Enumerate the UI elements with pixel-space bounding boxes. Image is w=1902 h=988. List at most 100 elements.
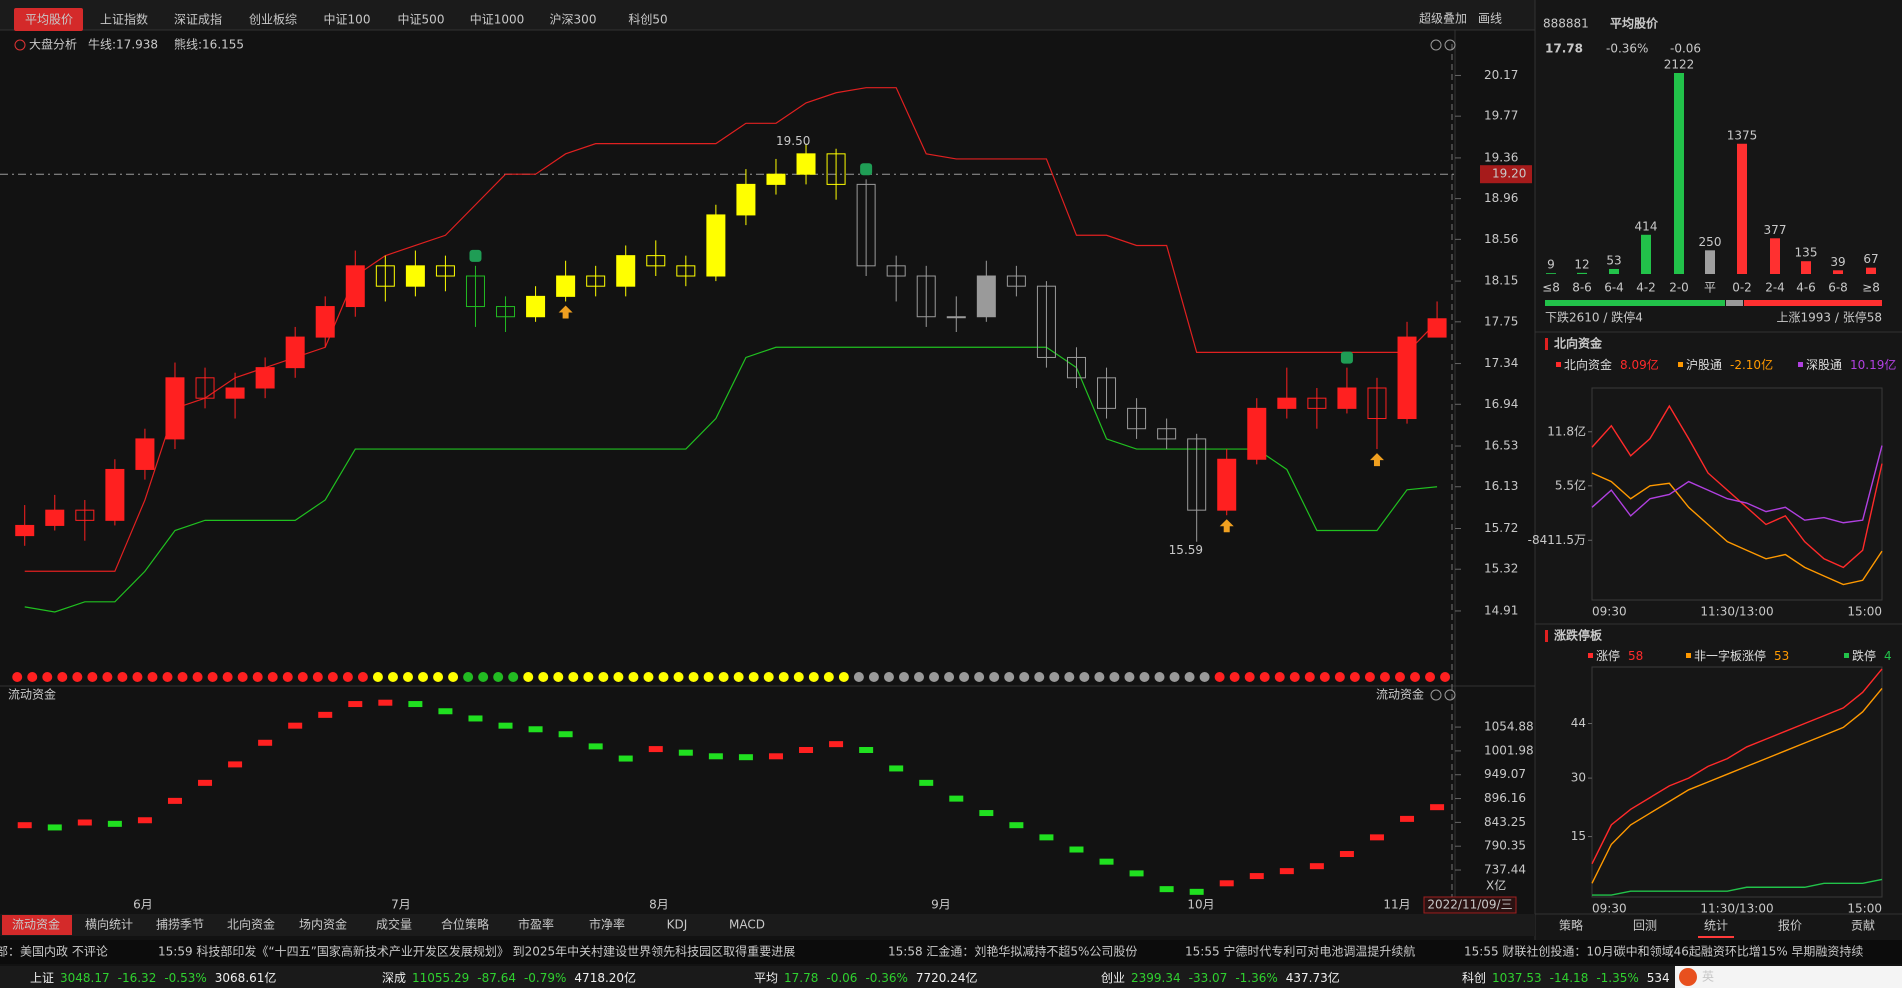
bottom-tab[interactable]: 北向资金 bbox=[227, 917, 275, 932]
status-dot bbox=[1049, 672, 1060, 682]
status-dot bbox=[1394, 672, 1405, 682]
bar bbox=[1609, 268, 1619, 274]
bottom-tab[interactable]: KDJ bbox=[667, 918, 688, 932]
tool-button[interactable]: 超级叠加 bbox=[1419, 11, 1467, 26]
candle-body bbox=[1397, 336, 1417, 420]
candle-body bbox=[1337, 387, 1357, 409]
bar-value: 39 bbox=[1830, 255, 1845, 269]
top-tab[interactable]: 中证1000 bbox=[470, 12, 525, 27]
top-tab[interactable]: 上证指数 bbox=[100, 12, 148, 27]
status-dot bbox=[1064, 672, 1075, 682]
help-icon bbox=[1444, 39, 1456, 51]
status-dot bbox=[959, 672, 970, 682]
buy-signal bbox=[1219, 519, 1234, 533]
y-tick-label: 18.56 bbox=[1484, 232, 1518, 246]
flow-unit: X亿 bbox=[1486, 878, 1506, 893]
bottom-tab[interactable]: 市净率 bbox=[589, 917, 625, 932]
tool-button[interactable]: 画线 bbox=[1478, 12, 1502, 26]
index-pct: -0.79% bbox=[524, 971, 566, 985]
top-tab[interactable]: 中证100 bbox=[324, 12, 371, 27]
status-dot bbox=[1364, 672, 1375, 682]
news-item[interactable]: 部：美国内政 不评论 bbox=[0, 944, 108, 959]
flow-mark bbox=[228, 761, 243, 768]
top-tab[interactable]: 沪深300 bbox=[550, 13, 597, 27]
bottom-tab[interactable]: 捕捞季节 bbox=[156, 917, 204, 932]
status-dot bbox=[132, 672, 143, 682]
bar-category: 0-2 bbox=[1732, 281, 1752, 295]
bottom-tab[interactable]: 合位策略 bbox=[441, 917, 489, 932]
flow-mark bbox=[889, 765, 904, 772]
y-tick-label: 19.77 bbox=[1484, 109, 1518, 123]
bottom-tab[interactable]: 流动资金 bbox=[12, 917, 60, 932]
news-item[interactable]: 15:58 汇金通：刘艳华拟减持不超5%公司股份 bbox=[888, 944, 1137, 959]
status-dot bbox=[207, 672, 218, 682]
legend-value: 4 bbox=[1884, 649, 1892, 663]
top-tab[interactable]: 中证500 bbox=[398, 12, 445, 27]
status-dot bbox=[478, 672, 489, 682]
sell-signal bbox=[1340, 351, 1353, 364]
indicator-name[interactable]: 大盘分析 bbox=[29, 37, 77, 52]
candle-body bbox=[285, 336, 305, 369]
top-tab[interactable]: 创业板综 bbox=[249, 13, 297, 27]
right-tab[interactable]: 贡献 bbox=[1851, 918, 1875, 933]
y-tick-label: 18.15 bbox=[1484, 274, 1518, 288]
news-item[interactable]: 15:55 宁德时代专利可对电池调温提升续航 bbox=[1185, 944, 1415, 959]
legend-value: 53 bbox=[1774, 649, 1789, 663]
news-item[interactable]: 15:55 财联社创投通：10月碳中和领域46起融资环比增15% 早期融资持续 bbox=[1464, 944, 1863, 959]
candle-body bbox=[766, 173, 786, 185]
candle-body bbox=[796, 153, 816, 175]
right-tab[interactable]: 统计 bbox=[1704, 919, 1728, 933]
top-tab[interactable]: 深证成指 bbox=[174, 12, 222, 27]
sell-signal bbox=[860, 163, 873, 176]
settings-icon bbox=[1430, 689, 1442, 701]
candle-body bbox=[1066, 356, 1086, 379]
series-line bbox=[1591, 445, 1883, 524]
bottom-tab[interactable]: 场内资金 bbox=[299, 917, 347, 932]
index-price: 2399.34 bbox=[1131, 971, 1181, 985]
right-tab[interactable]: 报价 bbox=[1778, 918, 1802, 933]
candle-body bbox=[1307, 397, 1327, 409]
bear-line-label: 熊线:16.155 bbox=[174, 37, 244, 52]
status-dot bbox=[1019, 672, 1030, 682]
news-item[interactable]: 15:59 科技部印发《“十四五”国家高新技术产业开发区发展规划》 到2025年… bbox=[158, 944, 795, 959]
rise-bar bbox=[1744, 300, 1882, 306]
legend-value: 58 bbox=[1628, 649, 1643, 663]
status-dot bbox=[883, 672, 894, 682]
legend-item: 涨停 58 bbox=[1596, 648, 1643, 663]
legend-name: 涨停 bbox=[1596, 648, 1620, 663]
legend-name: 北向资金 bbox=[1564, 357, 1612, 372]
y-tick-label: 17.75 bbox=[1484, 314, 1518, 328]
top-tab[interactable]: 科创50 bbox=[628, 13, 667, 27]
bottom-tab[interactable]: 横向统计 bbox=[85, 917, 133, 932]
right-tab[interactable]: 策略 bbox=[1559, 918, 1583, 933]
candle-body bbox=[225, 387, 245, 399]
bottom-tab[interactable]: MACD bbox=[729, 918, 765, 932]
status-dot bbox=[177, 672, 188, 682]
stock-pct: -0.36% bbox=[1606, 42, 1648, 56]
flow-mark bbox=[919, 779, 934, 786]
status-dot bbox=[1124, 672, 1135, 682]
top-tab[interactable]: 平均股价 bbox=[25, 13, 73, 27]
status-dot bbox=[463, 672, 474, 682]
active-tab-bg bbox=[14, 8, 83, 31]
legend-name: 非一字板涨停 bbox=[1694, 648, 1766, 663]
bottom-tab[interactable]: 成交量 bbox=[376, 917, 412, 932]
bottom-tab[interactable]: 市盈率 bbox=[518, 917, 554, 932]
status-dot bbox=[718, 672, 729, 682]
x-tick-label: 15:00 bbox=[1847, 605, 1882, 619]
flow-mark bbox=[1279, 868, 1294, 875]
status-dot bbox=[823, 672, 834, 682]
right-tab[interactable]: 回测 bbox=[1633, 919, 1657, 933]
flow-mark bbox=[468, 715, 483, 722]
legend-swatch bbox=[1588, 653, 1593, 658]
status-dot bbox=[1214, 672, 1225, 682]
bar-category: 4-2 bbox=[1636, 281, 1656, 295]
x-tick-label: 09:30 bbox=[1592, 902, 1627, 916]
status-dot bbox=[357, 672, 368, 682]
bull-line-label: 牛线:17.938 bbox=[88, 37, 158, 52]
sell-signal bbox=[469, 249, 482, 262]
status-dot bbox=[703, 672, 714, 682]
panel-title: 北向资金 bbox=[1554, 336, 1603, 351]
index-price: 3048.17 bbox=[60, 971, 110, 985]
bar bbox=[1674, 73, 1684, 274]
